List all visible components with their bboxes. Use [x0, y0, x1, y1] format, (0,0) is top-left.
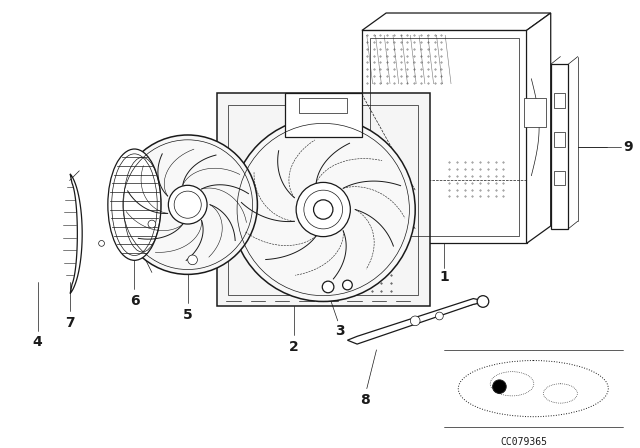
- Circle shape: [477, 296, 489, 307]
- Text: 6: 6: [130, 293, 140, 307]
- Text: 1: 1: [440, 270, 449, 284]
- Polygon shape: [348, 298, 488, 344]
- Text: 8: 8: [360, 393, 370, 407]
- Text: 5: 5: [183, 308, 193, 322]
- Text: 9: 9: [623, 140, 633, 154]
- Polygon shape: [554, 132, 565, 146]
- Circle shape: [314, 200, 333, 219]
- Polygon shape: [285, 93, 362, 137]
- Circle shape: [99, 241, 104, 246]
- Polygon shape: [524, 98, 546, 127]
- Circle shape: [118, 135, 257, 274]
- Polygon shape: [217, 93, 429, 306]
- Polygon shape: [362, 30, 527, 243]
- Polygon shape: [70, 174, 82, 293]
- Polygon shape: [554, 93, 565, 108]
- Circle shape: [323, 281, 334, 293]
- Polygon shape: [299, 98, 348, 113]
- Text: 4: 4: [33, 335, 42, 349]
- Text: CC079365: CC079365: [500, 437, 547, 447]
- Circle shape: [410, 316, 420, 326]
- Polygon shape: [554, 171, 565, 185]
- Circle shape: [493, 380, 506, 393]
- Text: 2: 2: [289, 340, 299, 354]
- Ellipse shape: [108, 149, 161, 260]
- Circle shape: [436, 312, 444, 320]
- Circle shape: [188, 255, 197, 265]
- Circle shape: [342, 280, 352, 290]
- Circle shape: [148, 220, 156, 228]
- Polygon shape: [362, 13, 551, 30]
- Text: 3: 3: [335, 323, 344, 337]
- Circle shape: [231, 117, 415, 302]
- Circle shape: [168, 185, 207, 224]
- Text: 7: 7: [65, 316, 74, 330]
- Polygon shape: [527, 13, 551, 243]
- Polygon shape: [551, 65, 568, 229]
- Circle shape: [296, 182, 350, 237]
